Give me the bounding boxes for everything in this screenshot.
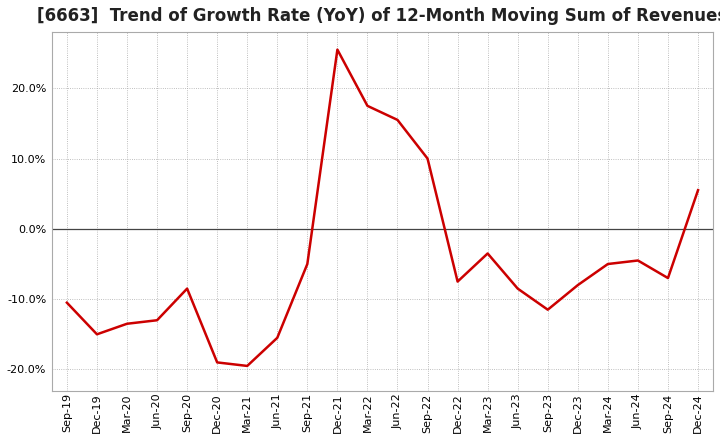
- Title: [6663]  Trend of Growth Rate (YoY) of 12-Month Moving Sum of Revenues: [6663] Trend of Growth Rate (YoY) of 12-…: [37, 7, 720, 25]
